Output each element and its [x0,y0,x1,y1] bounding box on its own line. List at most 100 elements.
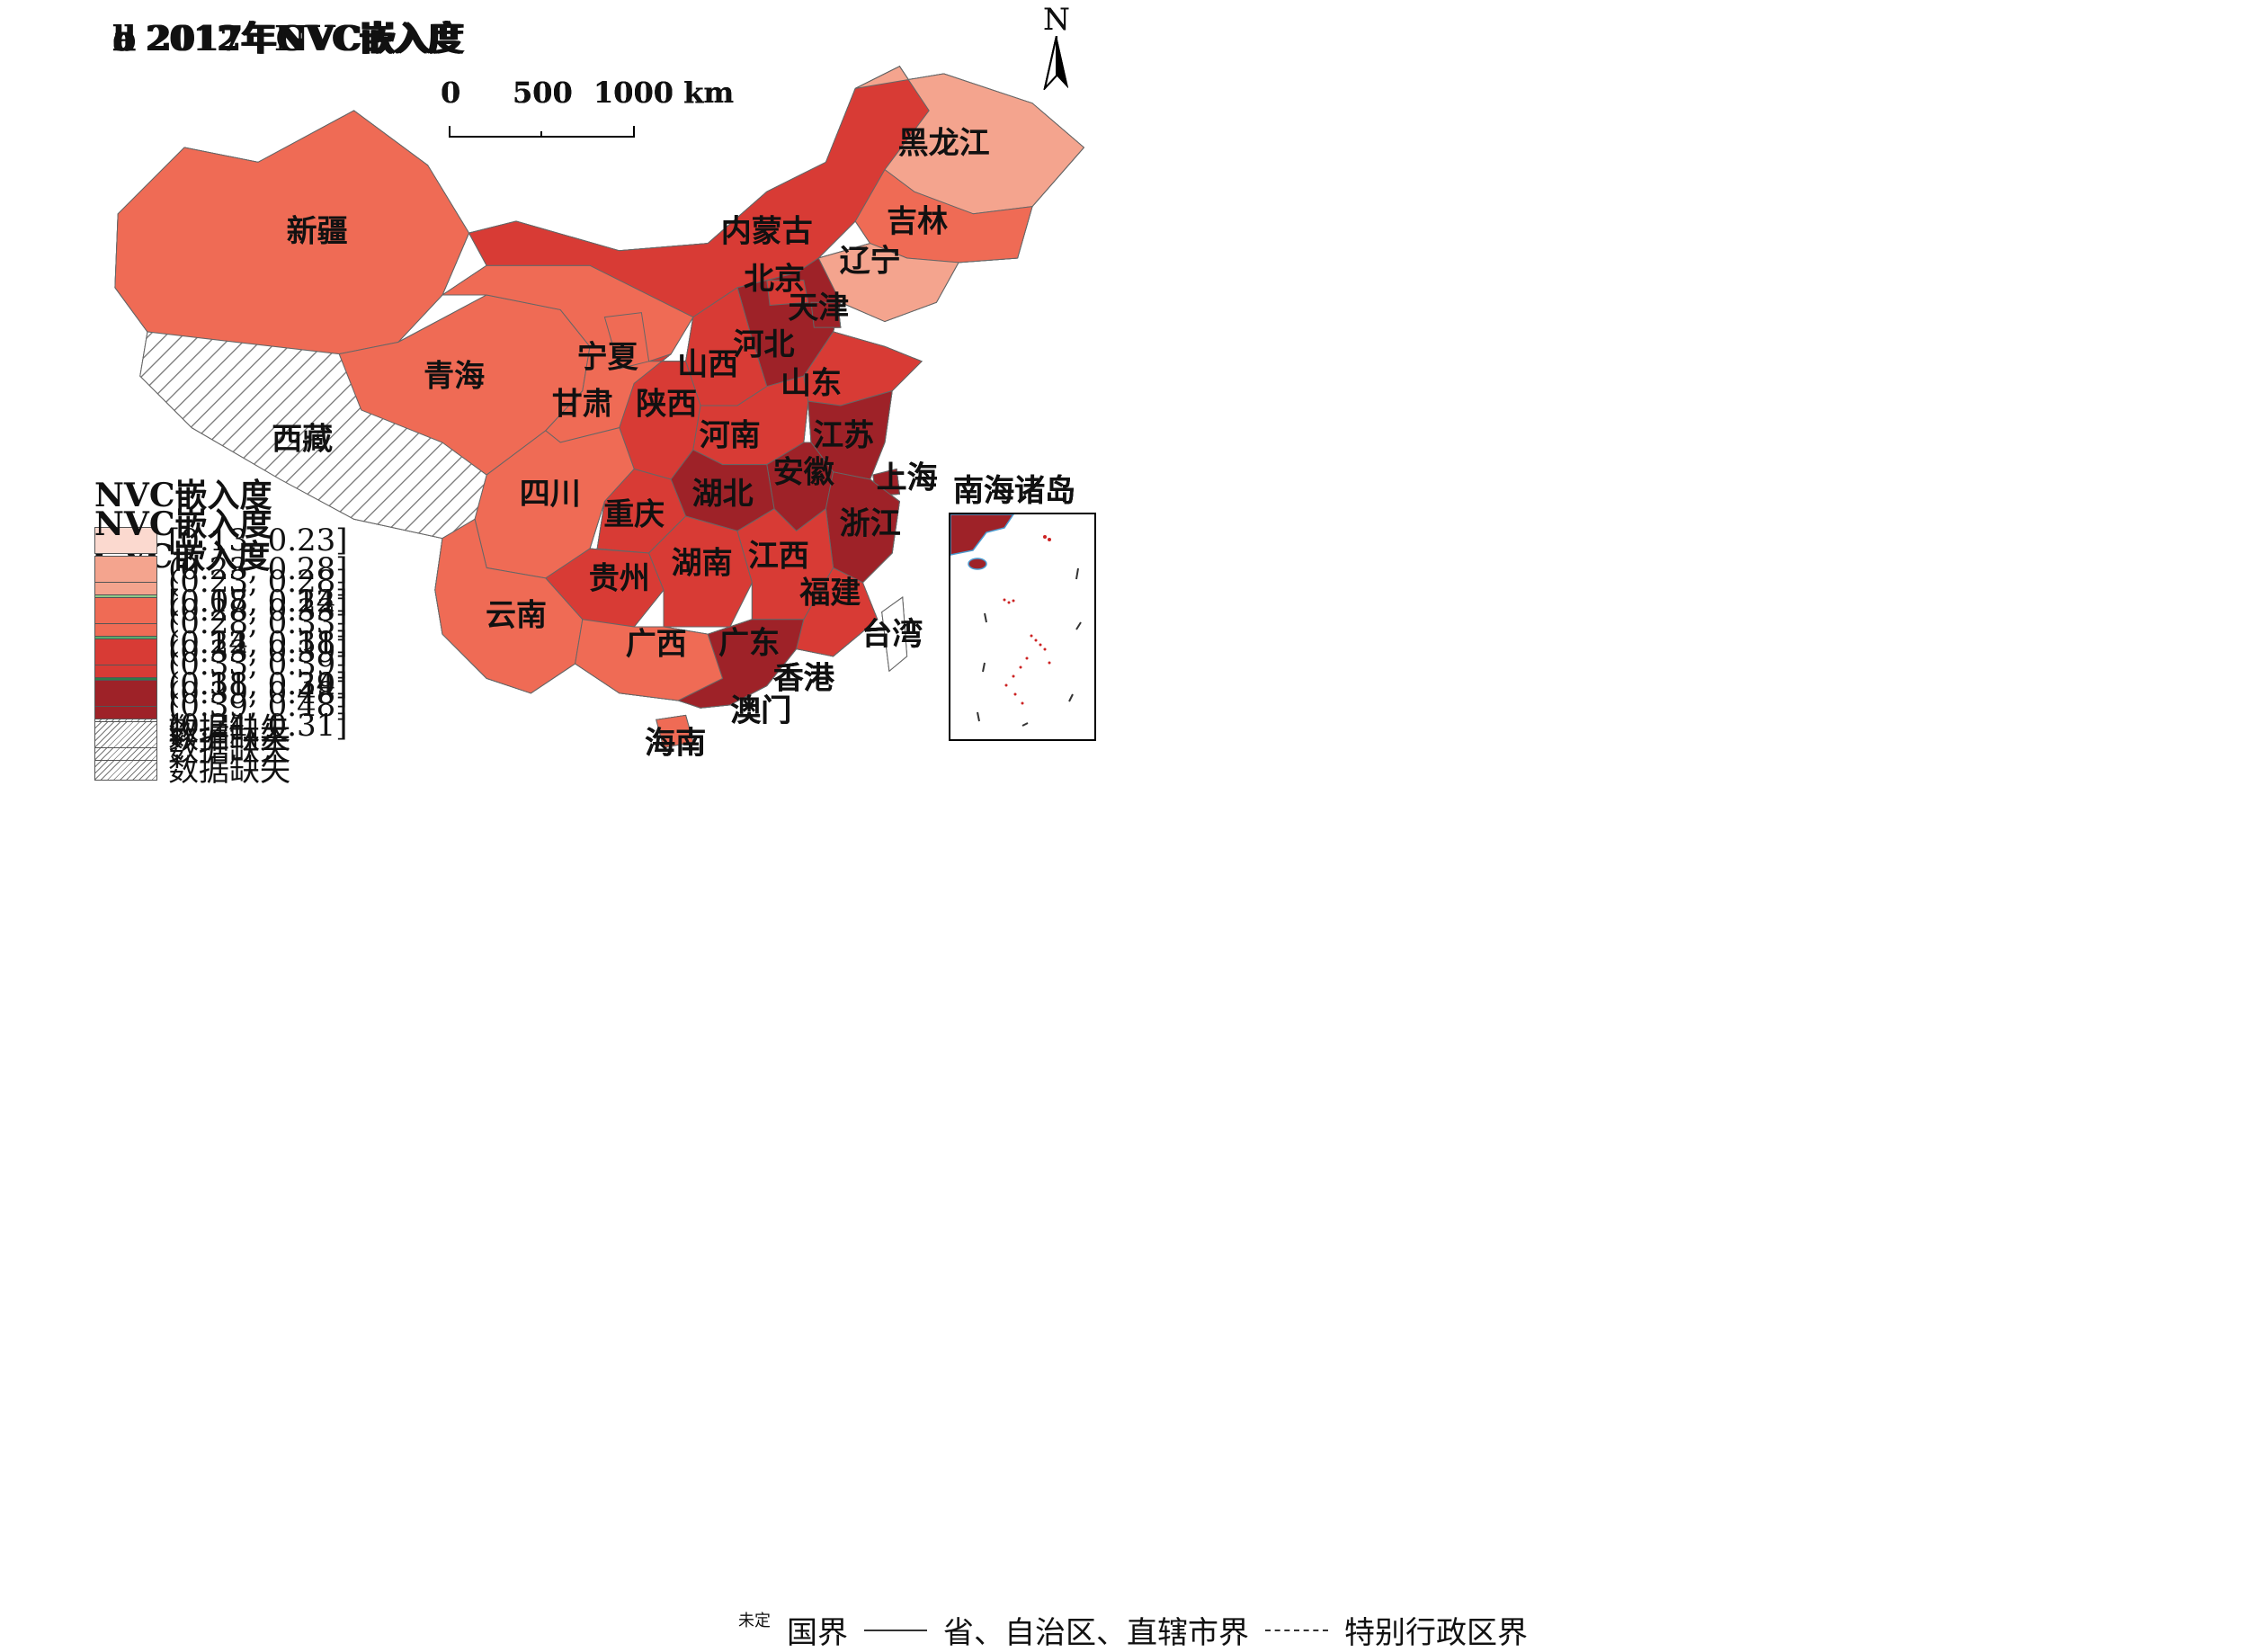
legend-label: (0.33, 0.39] [168,634,348,671]
province-liaoning [817,243,959,323]
sar-boundary-line [1265,1629,1328,1631]
sar-boundary-label: 特别行政区界 [1344,1615,1528,1651]
scale-label-500: 500 [513,76,573,110]
province-tianjin [810,301,842,328]
north-letter: N [1043,2,1070,38]
legend-swatch [94,556,157,584]
scale-label-1000: 1000 km [593,76,735,110]
label-aomen: 澳门 [730,692,792,729]
legend-label: (0.24, 0.31] [168,708,348,745]
legend-title: NVC嵌入度 [94,476,272,514]
label-shanxi: 山西 [677,346,739,383]
label-hebei: 河北 [733,326,795,363]
national-boundary-label: 国界 [787,1615,848,1651]
inset-map [950,514,1082,727]
legend-item: (0.23, 0.28] [94,549,348,590]
undetermined-label: 未定 [738,1611,771,1630]
label-guangxi: 广西 [625,626,687,663]
label-xianggang: 香港 [772,660,834,697]
province-hunan [648,515,753,628]
label-jiangxi: 江西 [747,538,809,575]
label-xinjiang: 新疆 [286,213,348,250]
legend-items: (0.23, 0.28] (0.28, 0.33] (0.33, 0.39] (0.3… [94,549,348,714]
inset-title: 南海诸岛 [953,473,1075,509]
label-fujian: 福建 [799,575,861,612]
legend-title: NVC嵌入度 [94,505,272,544]
legend-item: (0.33, 0.39] [94,631,348,673]
scale-label-500: 500 [513,76,573,110]
province-guangdong [677,619,805,709]
label-neimenggu: 内蒙古 [720,213,813,250]
inset-title: 南海诸岛 [953,473,1075,509]
boundary-legend: 未定 国界 省、自治区、直辖市界 特别行政区界 [0,1610,2266,1652]
label-guizhou: 贵州 [588,560,650,597]
scale-bar [449,126,635,138]
province-jilin [854,168,1033,263]
label-sichuan: 四川 [519,476,581,513]
panel-title: c 2012年NVC嵌入度 [112,18,462,58]
legend-items: (0.18, 0.24] (0.24, 0.31] (0.31, 0.39] [94,581,348,705]
legend-label: (0.23, 0.28] [168,551,348,588]
legend-label-missing: 数据缺失 [168,710,290,747]
label-anhui: 安徽 [772,454,834,491]
scale-label-0: 0 [441,76,461,110]
legend-label: (0.39, 0.48] [168,675,348,712]
label-shaanxi: 陕西 [636,386,698,423]
legend-item-missing: 数据缺失 [94,714,348,756]
legend-label: (0.33, 0.39] [168,646,348,683]
legend-label: [0.13, 0.23] [168,522,348,558]
label-xizang: 西藏 [272,421,334,458]
map-svg [114,66,1085,749]
legend: NVC嵌入度 [0.13, 0.23] (0.23, 0.28] (0.28, 0.… [94,469,348,768]
legend-label: (0.18, 0.24] [168,666,348,703]
scale-label-1000: 1000 km [593,76,735,110]
label-shandong: 山东 [781,365,842,402]
inset-title: 南海诸岛 [953,473,1075,509]
scale-label-500: 500 [513,76,573,110]
legend-label-missing: 数据缺失 [168,732,290,769]
panel-title: a 2012年GVC嵌入度 [112,18,461,58]
legend-label: (0.28, 0.33] [168,593,348,630]
label-liaoning: 辽宁 [839,243,901,280]
north-arrow: N [1034,4,1079,94]
label-heilongjiang: 黑龙江 [897,125,990,162]
legend-swatch-missing [94,721,157,749]
inset-title: 南海诸岛 [953,473,1075,509]
legend-swatch [94,680,157,708]
provincial-boundary-line [864,1629,927,1631]
label-jiangsu: 江苏 [813,417,875,454]
label-xianggang: 香港 [772,660,834,697]
label-taiwan: 台湾 [861,616,923,653]
scale-label-0: 0 [441,76,461,110]
panel-title: b 2017年GVC嵌入度 [112,18,463,58]
provincial-boundary-label: 省、自治区、直辖市界 [943,1615,1249,1651]
label-gansu: 甘肃 [551,386,613,423]
label-hubei: 湖北 [691,476,754,513]
north-letter: N [1043,2,1070,38]
north-letter: N [1043,2,1070,38]
legend-label: (0.39, 0.48] [168,687,348,724]
label-hainan: 海南 [645,725,707,762]
label-qinghai: 青海 [424,358,486,395]
scale-label-0: 0 [441,76,461,110]
label-henan: 河南 [699,417,761,454]
scale-label-1000: 1000 km [593,76,735,110]
legend-item: (0.39, 0.48] [94,685,348,727]
label-hunan: 湖南 [671,545,733,582]
label-chongqing: 重庆 [603,496,665,533]
legend-swatch [94,597,157,625]
legend-label: (0.12, 0.18] [168,625,348,662]
province-layer [114,66,1085,749]
north-arrow-icon [1043,35,1068,92]
label-shanghai: 上海 [876,460,938,496]
legend-label-missing: 数据缺失 [168,719,290,756]
legend-item: (0.39, 0.48] [94,673,348,714]
label-ningxia: 宁夏 [576,339,638,376]
legend-swatch [94,638,157,666]
legend-label: (0.18, 0.24] [168,584,348,621]
legend-label-missing: 数据缺失 [168,752,290,789]
scale-label-500: 500 [513,76,573,110]
scale-label-0: 0 [441,76,461,110]
north-letter: N [1043,2,1070,38]
label-jilin: 吉林 [887,203,949,240]
